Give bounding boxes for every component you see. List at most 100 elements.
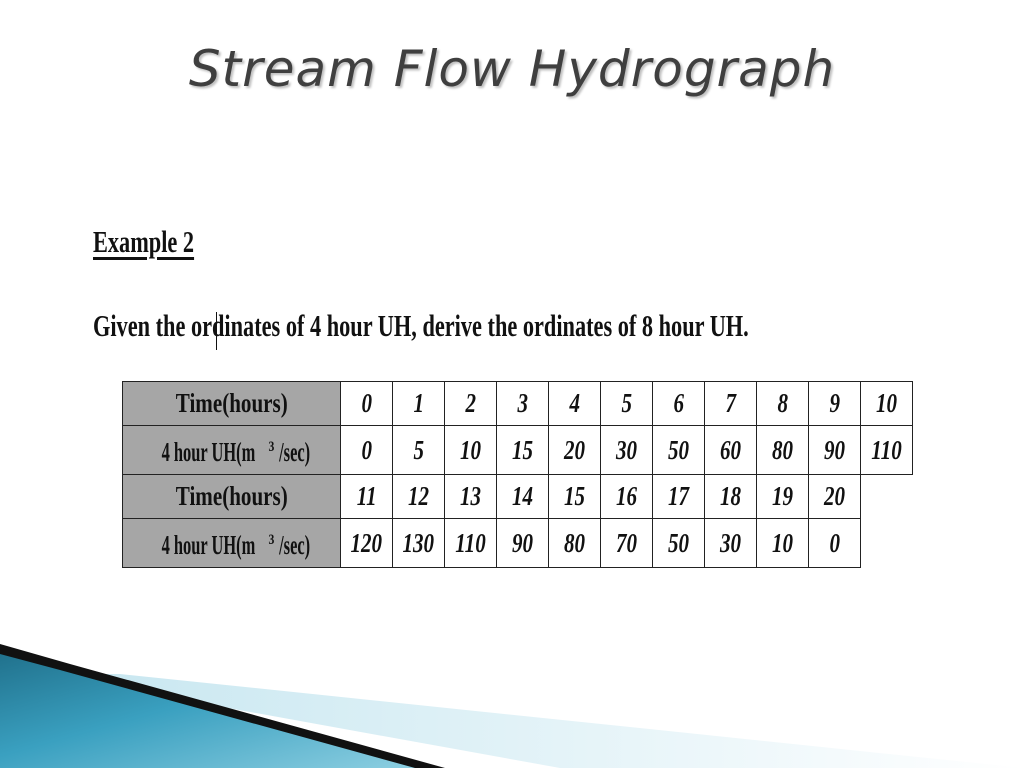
table-cell: 5 xyxy=(392,425,445,475)
label-prefix: 4 hour UH(m xyxy=(161,530,256,560)
table-cell: 10 xyxy=(860,381,913,426)
cell-value: 5 xyxy=(413,434,424,465)
cell-value: 80 xyxy=(563,527,586,558)
cell-value: 130 xyxy=(402,527,435,558)
table-cell: 90 xyxy=(808,425,861,475)
table-cell: 60 xyxy=(704,425,757,475)
table-cell: 14 xyxy=(496,474,549,519)
cell-value: 0 xyxy=(361,388,372,418)
table-cell: 110 xyxy=(444,518,497,568)
cell-value: 0 xyxy=(361,434,372,465)
table-cell: 6 xyxy=(652,381,705,426)
table-cell: 9 xyxy=(808,381,861,426)
cell-value: 18 xyxy=(719,481,742,511)
cell-value: 8 xyxy=(777,388,788,418)
table-cell: 30 xyxy=(704,518,757,568)
cell-value: 2 xyxy=(465,388,476,418)
table-cell: 12 xyxy=(392,474,445,519)
cell-value: 7 xyxy=(725,388,736,418)
row-label-time: Time(hours) xyxy=(122,474,341,519)
label-suffix: /sec) xyxy=(278,530,310,560)
table-row-uh-1: 4 hour UH(m 3/sec) 0 5 10 15 20 30 50 60 … xyxy=(122,425,913,475)
cell-value: 9 xyxy=(829,388,840,418)
cell-value: 10 xyxy=(771,527,794,558)
label-superscript: 3 xyxy=(268,439,275,455)
table-cell: 120 xyxy=(340,518,393,568)
table-cell: 11 xyxy=(340,474,393,519)
cell-value: 30 xyxy=(615,434,638,465)
table-cell: 16 xyxy=(600,474,653,519)
table-cell: 80 xyxy=(756,425,809,475)
cell-value: 13 xyxy=(459,481,482,511)
cell-value: 17 xyxy=(667,481,690,511)
cell-value: 20 xyxy=(823,481,846,511)
cell-value: 14 xyxy=(511,481,534,511)
cell-value: 15 xyxy=(563,481,586,511)
cell-value: 70 xyxy=(615,527,638,558)
problem-statement: Given the ordinates of 4 hour UH, derive… xyxy=(93,308,749,343)
uh-ordinates-table: Time(hours) 0 1 2 3 4 5 6 7 8 9 10 4 hou… xyxy=(122,381,913,568)
table-cell: 10 xyxy=(444,425,497,475)
table-cell: 8 xyxy=(756,381,809,426)
table-cell: 80 xyxy=(548,518,601,568)
table-cell: 15 xyxy=(496,425,549,475)
cell-value: 3 xyxy=(517,388,528,418)
table-cell: 1 xyxy=(392,381,445,426)
slide-title: Stream Flow Hydrograph xyxy=(188,40,836,98)
table-cell: 50 xyxy=(652,518,705,568)
cell-value: 90 xyxy=(511,527,534,558)
row-label-text: 4 hour UH(m 3/sec) xyxy=(149,426,315,474)
cell-value: 20 xyxy=(563,434,586,465)
swoosh-light-band xyxy=(40,674,1024,768)
example-heading: Example 2 xyxy=(93,224,195,259)
row-label-time: Time(hours) xyxy=(122,381,341,426)
row-label-text: Time(hours) xyxy=(175,481,288,511)
cell-value: 50 xyxy=(667,527,690,558)
cell-value: 19 xyxy=(771,481,794,511)
empty-cell xyxy=(861,475,913,519)
cell-value: 50 xyxy=(667,434,690,465)
empty-cell xyxy=(861,519,913,568)
cell-value: 10 xyxy=(459,434,482,465)
row-label-uh: 4 hour UH(m 3/sec) xyxy=(122,425,341,475)
table-cell: 13 xyxy=(444,474,497,519)
label-prefix: 4 hour UH(m xyxy=(161,437,256,467)
cell-value: 80 xyxy=(771,434,794,465)
cell-value: 110 xyxy=(455,527,486,558)
table-cell: 0 xyxy=(340,381,393,426)
cell-value: 30 xyxy=(719,527,742,558)
table-cell: 110 xyxy=(860,425,913,475)
row-label-text: Time(hours) xyxy=(175,388,288,418)
table-row-time-1: Time(hours) 0 1 2 3 4 5 6 7 8 9 10 xyxy=(122,381,913,426)
table-cell: 7 xyxy=(704,381,757,426)
table-cell: 50 xyxy=(652,425,705,475)
text-cursor xyxy=(216,312,217,350)
cell-value: 10 xyxy=(875,388,898,418)
cell-value: 1 xyxy=(413,388,424,418)
cell-value: 90 xyxy=(823,434,846,465)
table-cell: 20 xyxy=(548,425,601,475)
table-row-time-2: Time(hours) 11 12 13 14 15 16 17 18 19 2… xyxy=(122,474,913,519)
table-cell: 4 xyxy=(548,381,601,426)
table-cell: 17 xyxy=(652,474,705,519)
cell-value: 60 xyxy=(719,434,742,465)
cell-value: 6 xyxy=(673,388,684,418)
table-cell: 2 xyxy=(444,381,497,426)
cell-value: 12 xyxy=(407,481,430,511)
cell-value: 11 xyxy=(356,481,377,511)
cell-value: 110 xyxy=(871,434,902,465)
cell-value: 5 xyxy=(621,388,632,418)
row-label-uh: 4 hour UH(m 3/sec) xyxy=(122,518,341,568)
table-cell: 15 xyxy=(548,474,601,519)
swoosh-teal-band xyxy=(0,648,430,768)
table-cell: 19 xyxy=(756,474,809,519)
table-cell: 0 xyxy=(340,425,393,475)
label-suffix: /sec) xyxy=(278,437,310,467)
table-cell: 0 xyxy=(808,518,861,568)
cell-value: 120 xyxy=(350,527,383,558)
decorative-corner-swoosh xyxy=(0,644,1024,768)
table-cell: 130 xyxy=(392,518,445,568)
label-superscript: 3 xyxy=(268,532,275,548)
table-row-uh-2: 4 hour UH(m 3/sec) 120 130 110 90 80 70 5… xyxy=(122,518,913,568)
